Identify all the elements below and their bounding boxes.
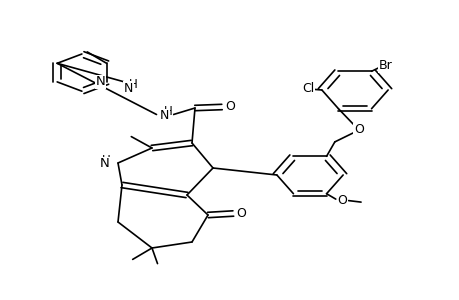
Text: N: N [100,158,110,170]
Text: O: O [353,123,363,136]
Text: H: H [129,78,138,91]
Text: Cl: Cl [301,82,313,95]
Text: N: N [95,75,105,88]
Text: N: N [159,109,168,122]
Text: Br: Br [378,59,392,72]
Text: N: N [124,82,133,95]
Text: O: O [236,207,246,220]
Text: H: H [102,154,111,166]
Text: O: O [336,194,347,207]
Text: O: O [225,100,235,113]
Text: H: H [163,105,172,118]
